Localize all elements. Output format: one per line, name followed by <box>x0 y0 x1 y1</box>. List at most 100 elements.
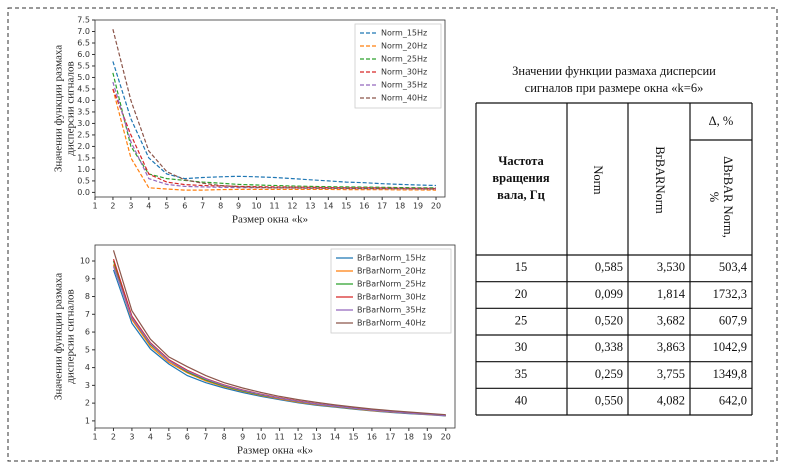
table-cell: 1,814 <box>657 287 686 301</box>
table-header: % <box>707 192 721 202</box>
x-tick-label: 5 <box>166 433 171 442</box>
plot-frame <box>94 19 446 198</box>
x-tick-label: 3 <box>129 433 134 442</box>
y-tick-label: 2.0 <box>77 142 90 151</box>
table-cell: 40 <box>515 394 528 408</box>
table-cell: 15 <box>515 260 528 274</box>
x-tick-label: 17 <box>385 433 395 442</box>
table-cell: 0,550 <box>595 394 623 408</box>
table-cell: 0,259 <box>595 367 623 381</box>
legend-label: BrBarNorm_25Hz <box>357 280 426 289</box>
x-tick-label: 6 <box>182 202 187 211</box>
series-line <box>112 250 446 416</box>
x-tick-label: 12 <box>287 202 297 211</box>
legend-label: Norm_20Hz <box>381 42 427 51</box>
table-cell: 642,0 <box>719 394 747 408</box>
table-cell: 3,755 <box>657 367 685 381</box>
table-cell: 503,4 <box>719 260 748 274</box>
y-axis-label: дисперсии сигналов <box>65 289 77 383</box>
outer-frame <box>7 7 778 462</box>
legend-box <box>354 23 442 109</box>
legend-label: Norm_30Hz <box>381 68 427 77</box>
legend-label: BrBarNorm_40Hz <box>357 319 426 328</box>
x-tick-label: 16 <box>367 433 377 442</box>
x-tick-label: 18 <box>395 202 405 211</box>
table-cell: 25 <box>515 314 528 328</box>
x-tick-label: 15 <box>341 202 351 211</box>
table-cell: 4,082 <box>657 394 685 408</box>
x-axis-label: Размер окна «k» <box>237 445 313 457</box>
y-tick-label: 7 <box>85 310 90 319</box>
y-tick-label: 3.5 <box>77 107 90 116</box>
series-line <box>112 61 437 187</box>
legend-label: BrBarNorm_35Hz <box>357 306 426 315</box>
y-tick-label: 1 <box>85 416 90 425</box>
x-tick-label: 11 <box>275 433 285 442</box>
y-tick-label: 2.5 <box>77 130 90 139</box>
table-title: Значении функции размаха дисперсии <box>512 64 716 78</box>
y-tick-label: 7.0 <box>77 27 90 36</box>
legend-label: Norm_35Hz <box>381 81 427 90</box>
y-axis-label: Значении функции размаха <box>53 273 65 400</box>
x-tick-label: 9 <box>240 433 245 442</box>
table-cell: 20 <box>515 287 528 301</box>
table-title: сигналов при размере окна «k=6» <box>525 81 704 95</box>
table-header: вала, Гц <box>497 188 545 202</box>
x-tick-label: 11 <box>269 202 279 211</box>
x-tick-label: 9 <box>236 202 241 211</box>
y-tick-label: 6 <box>85 328 90 337</box>
x-tick-label: 2 <box>111 433 116 442</box>
y-tick-label: 1.5 <box>77 153 90 162</box>
y-tick-label: 4.5 <box>77 84 90 93</box>
table-header: Δ, % <box>709 114 734 128</box>
x-tick-label: 1 <box>92 433 97 442</box>
x-tick-label: 8 <box>218 202 223 211</box>
x-tick-label: 7 <box>200 202 205 211</box>
table-cell: 0,338 <box>595 340 623 354</box>
x-tick-label: 19 <box>422 433 432 442</box>
x-tick-label: 10 <box>251 202 261 211</box>
table-cell: 607,9 <box>719 314 747 328</box>
legend-label: Norm_40Hz <box>381 94 427 103</box>
y-tick-label: 1.0 <box>77 165 90 174</box>
y-tick-label: 7.5 <box>77 16 90 25</box>
table-header: ΔBrBAR Norm, <box>721 156 735 238</box>
series-line <box>112 72 436 189</box>
y-tick-label: 6.0 <box>77 50 90 59</box>
y-tick-label: 8 <box>85 292 90 301</box>
table-cell: 0,520 <box>595 314 623 328</box>
x-tick-label: 13 <box>305 202 315 211</box>
x-tick-label: 3 <box>128 202 133 211</box>
x-tick-label: 4 <box>148 433 153 442</box>
x-tick-label: 5 <box>164 202 169 211</box>
y-tick-label: 5.0 <box>77 73 90 82</box>
table-cell: 3,682 <box>657 314 685 328</box>
table-header: Частота <box>498 154 544 168</box>
y-axis-label: дисперсии сигналов <box>65 61 77 155</box>
x-tick-label: 4 <box>146 202 151 211</box>
y-tick-label: 10 <box>80 256 90 265</box>
table-header: Norm <box>591 165 605 194</box>
x-tick-label: 8 <box>222 433 227 442</box>
table-cell: 30 <box>515 340 528 354</box>
table-cell: 1732,3 <box>713 287 747 301</box>
x-tick-label: 7 <box>203 433 208 442</box>
x-tick-label: 20 <box>441 433 451 442</box>
legend-label: BrBarNorm_30Hz <box>357 293 426 302</box>
x-axis-label: Размер окна «k» <box>232 214 308 226</box>
x-tick-label: 2 <box>110 202 115 211</box>
x-tick-label: 17 <box>377 202 387 211</box>
legend-label: BrBarNorm_15Hz <box>357 254 426 263</box>
y-tick-label: 4.0 <box>77 96 90 105</box>
x-tick-label: 1 <box>92 202 97 211</box>
x-tick-label: 6 <box>185 433 190 442</box>
table-header: BrBARNorm <box>653 146 667 214</box>
table-cell: 1349,8 <box>713 367 747 381</box>
legend-label: Norm_25Hz <box>381 55 427 64</box>
table-cell: 3,863 <box>657 340 685 354</box>
series-line <box>112 266 446 417</box>
x-tick-label: 20 <box>431 202 441 211</box>
y-tick-label: 4 <box>85 363 90 372</box>
y-tick-label: 3 <box>85 381 90 390</box>
